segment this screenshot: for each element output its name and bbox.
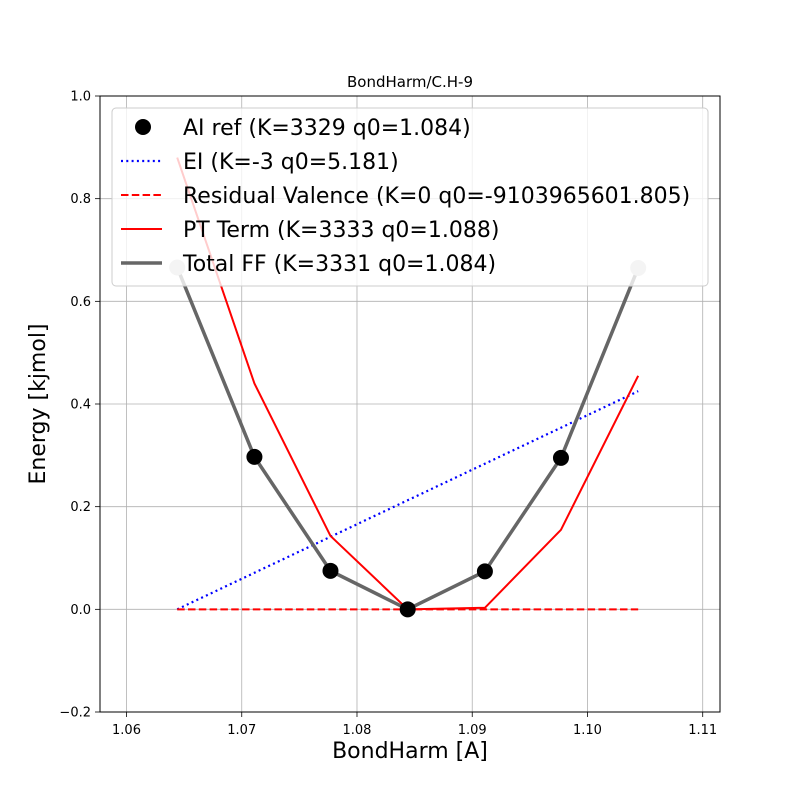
legend: AI ref (K=3329 q0=1.084) EI (K=-3 q0=5.18… [111,107,709,287]
series-line-ei [176,390,639,611]
ai-ref-point [322,562,339,579]
legend-label: Residual Valence (K=0 q0=-9103965601.805… [183,184,690,209]
chart-title: BondHarm/C.H-9 [347,73,473,91]
y-tick-label: 0.2 [70,500,91,515]
y-tick-label: 0.4 [70,398,91,413]
ai-ref-point [552,449,569,466]
y-tick-label: 0.0 [70,603,91,618]
ticks: 1.06 1.07 1.08 1.09 1.10 1.11 −0.2 0.0 0.2 0.4 0.6… [59,90,717,739]
y-tick-label: −0.2 [59,706,91,721]
x-tick-label: 1.08 [343,723,372,738]
ai-ref-point [476,563,493,580]
legend-handle-ai-ref [135,119,151,135]
x-tick-label: 1.11 [688,723,717,738]
x-tick-label: 1.07 [227,723,256,738]
legend-box [111,107,709,287]
legend-label: Total FF (K=3331 q0=1.084) [182,252,496,277]
y-axis-label: Energy [kjmol] [26,323,51,484]
x-tick-label: 1.06 [112,723,141,738]
y-tick-label: 1.0 [70,90,91,105]
x-tick-label: 1.09 [458,723,487,738]
legend-label: EI (K=-3 q0=5.181) [183,150,399,175]
ai-ref-point [246,448,263,465]
x-tick-label: 1.10 [573,723,602,738]
legend-label: AI ref (K=3329 q0=1.084) [183,116,471,141]
ai-ref-point [399,601,416,618]
y-tick-label: 0.8 [70,192,91,207]
y-tick-label: 0.6 [70,295,91,310]
x-axis-label: BondHarm [A] [332,739,488,764]
legend-label: PT Term (K=3333 q0=1.088) [183,218,499,243]
